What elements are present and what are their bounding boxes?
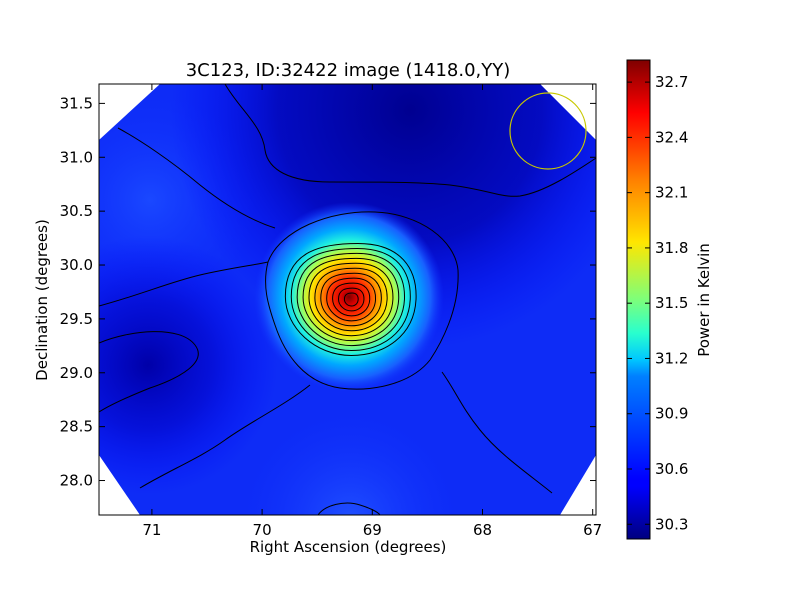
colorbar-tick-label: 31.8 [655, 239, 688, 257]
colorbar-tick-label: 32.7 [655, 73, 688, 91]
colorbar-tick-label: 31.2 [655, 349, 688, 367]
y-tick-label: 29.5 [60, 310, 93, 328]
heatmap-image [99, 84, 596, 515]
contour-peak-level [314, 267, 388, 332]
contour-lower-right-branch [441, 371, 553, 494]
y-tick-label: 31.0 [60, 148, 93, 166]
contour-peak-level [332, 282, 371, 317]
colorbar-label: Power in Kelvin [695, 243, 713, 357]
x-tick-label: 69 [363, 521, 382, 539]
contour-bottom [317, 502, 381, 515]
y-tick-label: 29.0 [60, 364, 93, 382]
y-tick-label: 30.0 [60, 256, 93, 274]
chart-title: 3C123, ID:32422 image (1418.0,YY) [186, 60, 511, 81]
contour-peak-level [302, 257, 400, 342]
contour-lines [99, 84, 596, 515]
contour-lower-left-branch [139, 384, 311, 489]
y-tick-label: 28.0 [60, 472, 93, 490]
x-axis-label: Right Ascension (degrees) [250, 538, 447, 556]
contour-peak-level [320, 272, 382, 327]
colorbar-tick-label: 30.3 [655, 515, 688, 533]
x-tick-label: 70 [253, 521, 272, 539]
colorbar-ticks: 30.3 30.6 30.9 31.2 31.5 31.8 32.1 32.4 32.7 [627, 73, 688, 533]
contour-peak-level [308, 262, 394, 337]
y-tick-label: 30.5 [60, 202, 93, 220]
x-axis-ticks: 71 70 69 68 67 [142, 84, 602, 539]
colorbar-tick-label: 32.1 [655, 184, 688, 202]
peak-contours [284, 242, 417, 357]
plot-area [98, 83, 597, 516]
contour-peak-level [284, 242, 417, 357]
contour-peak-level [337, 287, 365, 312]
y-tick-label: 31.5 [60, 94, 93, 112]
contour-level-1 [265, 211, 459, 390]
contour-peak-level [343, 292, 359, 307]
colorbar-tick-label: 32.4 [655, 128, 688, 146]
contour-peak-level [290, 247, 411, 352]
y-axis-ticks: 28.0 28.5 29.0 29.5 30.0 30.5 31.0 31.5 [60, 94, 596, 490]
contour-peak-level [296, 252, 405, 347]
colorbar: 30.3 30.6 30.9 31.2 31.5 31.8 32.1 32.4 32.7 Pow… [626, 59, 713, 540]
colorbar-tick-label: 30.9 [655, 405, 688, 423]
colorbar-gradient [626, 59, 651, 540]
contour-peak-level [326, 277, 377, 322]
x-tick-label: 67 [583, 521, 602, 539]
colorbar-tick-label: 31.5 [655, 294, 688, 312]
contour-upper-left-branch [117, 127, 276, 229]
x-tick-label: 68 [473, 521, 492, 539]
y-tick-label: 28.5 [60, 418, 93, 436]
contour-left-branch [99, 261, 269, 307]
y-axis-label: Declination (degrees) [33, 219, 51, 381]
contour-low-left [99, 331, 199, 413]
contour-low-top [224, 84, 596, 197]
x-tick-label: 71 [142, 521, 161, 539]
beam-circle [509, 92, 587, 170]
colorbar-tick-label: 30.6 [655, 460, 688, 478]
